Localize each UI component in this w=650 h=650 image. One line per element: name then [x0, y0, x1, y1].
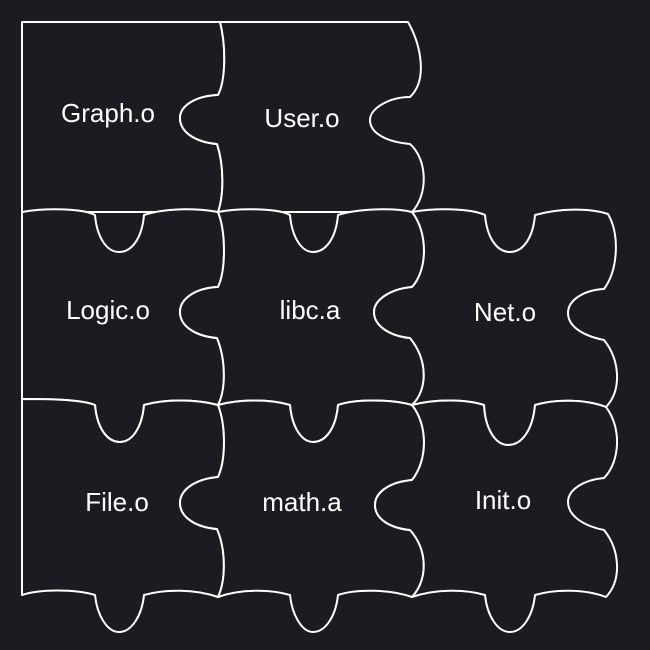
puzzle-piece-math-label: math.a	[262, 487, 342, 517]
puzzle-piece-user: User.o	[179, 21, 425, 213]
puzzle-piece-libc: libc.a	[179, 208, 425, 443]
puzzle-piece-graph-label: Graph.o	[61, 98, 155, 128]
puzzle-piece-libc-label: libc.a	[280, 295, 341, 325]
puzzle-piece-net-label: Net.o	[474, 297, 536, 327]
puzzle-piece-user-label: User.o	[264, 103, 339, 133]
puzzle-piece-init-outline	[374, 399, 619, 633]
puzzle-piece-math: math.a	[179, 399, 425, 633]
puzzle-piece-init: Init.o	[374, 399, 619, 633]
puzzle-piece-init-label: Init.o	[475, 485, 531, 515]
puzzle-piece-file-label: File.o	[85, 487, 149, 517]
puzzle-piece-logic-label: Logic.o	[66, 295, 150, 325]
